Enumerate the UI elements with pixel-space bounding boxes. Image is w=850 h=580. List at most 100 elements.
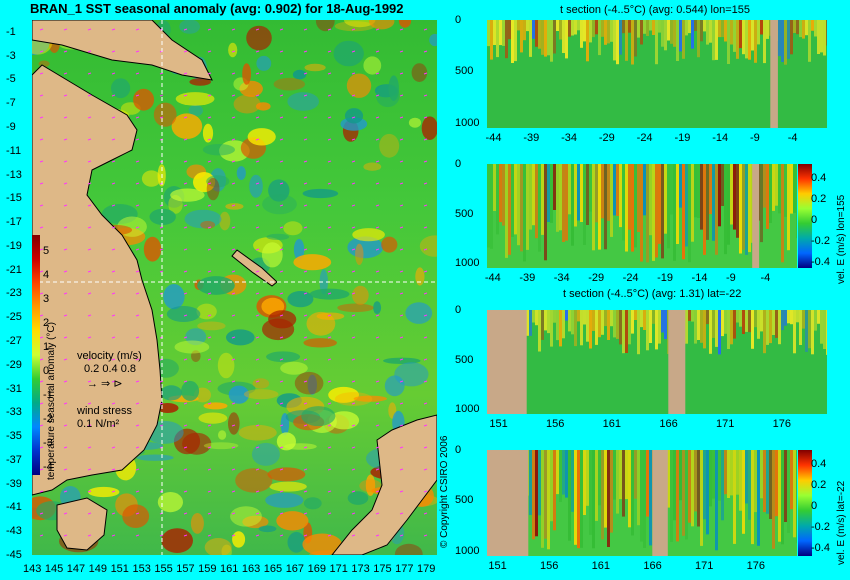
- t-lat-y-tick: 1000: [455, 403, 480, 416]
- colorbar-tick: 3: [43, 293, 50, 305]
- t-lat-y-tick: 0: [455, 304, 462, 316]
- t-lon-x-tick: -4: [787, 132, 798, 144]
- section-land: [487, 450, 529, 556]
- vel-lon-y-tick: 500: [455, 207, 474, 220]
- t-lat-y-tick: 500: [455, 353, 474, 366]
- vel-lon-colorbar: [798, 164, 812, 268]
- colorbar-label: temperature seasonal anomaly (°C): [46, 322, 57, 480]
- vel-lon-y-tick: 1000: [455, 257, 480, 270]
- vel-lon-y-tick: 0: [455, 158, 462, 170]
- map-x-tick: 153: [132, 563, 151, 575]
- map-x-tick: 175: [373, 563, 392, 575]
- vel-section-lat-plot: [487, 450, 799, 556]
- t-section-lat-plot: [487, 310, 829, 414]
- map-y-tick: -11: [6, 144, 22, 157]
- new-zealand: [331, 414, 437, 555]
- colorbar-tick: 0: [43, 365, 50, 377]
- t-lat-x-tick: 166: [659, 418, 678, 430]
- section-land: [770, 20, 778, 128]
- map-y-tick: -3: [6, 49, 16, 62]
- map-x-tick: 163: [241, 563, 261, 575]
- map-x-tick: 167: [285, 563, 305, 575]
- colorbar-tick: -1: [43, 389, 53, 401]
- wind-legend-value: 0.1 N/m²: [77, 418, 120, 430]
- vel-lat-x-tick: 176: [746, 560, 766, 572]
- vel-lon-x-tick: -44: [484, 272, 501, 284]
- map-y-tick: -31: [6, 382, 22, 395]
- map-y-tick: -39: [6, 477, 22, 490]
- vel-lat-y-tick: 500: [455, 494, 474, 507]
- map-x-tick: 151: [110, 563, 129, 575]
- colorbar-tick: 1: [43, 341, 50, 353]
- map-y-tick: -7: [6, 97, 16, 110]
- vel-lon-colorbar-label: vel. E (m/s) lon=155: [836, 194, 847, 284]
- vel-lat-x-tick: 151: [488, 560, 507, 572]
- colorbar-tick: 4: [43, 269, 50, 281]
- velocity-legend-arrows: → ⇒ ⊳: [87, 378, 123, 390]
- t-lat-x-tick: 171: [716, 418, 735, 430]
- t-lon-y-tick: 500: [455, 65, 474, 78]
- vel-section-lon-plot: [487, 164, 799, 268]
- map-x-tick: 173: [351, 563, 370, 575]
- t-lon-x-tick: -29: [598, 132, 615, 144]
- map-y-tick: -35: [6, 430, 22, 443]
- vel-lat-y-tick: 1000: [455, 544, 480, 557]
- t-lat-x-tick: 156: [546, 418, 565, 430]
- vel-lon-x-tick: -4: [760, 272, 771, 284]
- colorbar-tick: 5: [43, 245, 50, 257]
- map-x-tick: 171: [329, 563, 348, 575]
- vel-lon-x-tick: -14: [691, 272, 708, 284]
- vel-lat-colorbar-tick: -0.2: [811, 521, 830, 533]
- colorbar-tick: -2: [43, 413, 53, 425]
- map-y-tick: -33: [6, 406, 22, 419]
- t-section-lon-plot: [487, 20, 829, 128]
- t-lon-x-tick: -9: [750, 132, 760, 144]
- map-colorbar: [32, 235, 40, 475]
- map-y-tick: -21: [6, 263, 22, 276]
- vel-lat-x-tick: 156: [540, 560, 559, 572]
- t-lon-x-tick: -34: [561, 132, 578, 144]
- colorbar-tick: 2: [43, 317, 50, 329]
- map-x-tick: 149: [88, 563, 108, 575]
- map-x-tick: 145: [44, 563, 64, 575]
- map-x-tick: 161: [220, 563, 239, 575]
- map-y-tick: -27: [6, 335, 22, 347]
- map-y-tick: -15: [6, 192, 22, 205]
- vel-lon-x-tick: -9: [726, 272, 736, 284]
- new-caledonia: [231, 249, 278, 287]
- map-y-tick: -17: [6, 216, 22, 229]
- vel-lat-colorbar-tick: -0.4: [811, 542, 830, 554]
- section-land: [487, 310, 527, 414]
- velocity-legend-label: velocity (m/s): [77, 350, 142, 362]
- figure-title: BRAN_1 SST seasonal anomaly (avg: 0.902)…: [30, 1, 404, 16]
- map-x-tick: 143: [23, 563, 42, 575]
- vel-lon-x-tick: -19: [657, 272, 674, 284]
- sst-anomaly-map: 5 4 3 2 1 0 -1 -2 -3 -4 temperature seasonal anom…: [32, 20, 437, 555]
- t-lat-x-tick: 161: [602, 418, 622, 430]
- vel-lat-y-tick: 0: [455, 444, 462, 456]
- t-lon-x-tick: -14: [712, 132, 729, 144]
- vel-lat-colorbar-tick: 0.2: [811, 479, 827, 491]
- vel-lon-colorbar-tick: -0.4: [811, 256, 830, 268]
- t-section-lat-title: t section (-4..5°C) (avg: 1.31) lat=-22: [563, 288, 742, 300]
- section-land: [668, 310, 686, 414]
- tasmania: [56, 497, 108, 551]
- vel-lat-colorbar-tick: 0: [811, 500, 818, 512]
- section-land: [652, 450, 668, 556]
- map-y-tick: -23: [6, 287, 22, 300]
- map-x-tick: 155: [154, 563, 173, 575]
- colorbar-tick: -3: [43, 437, 53, 449]
- map-y-tick: -19: [6, 239, 22, 252]
- vel-lon-colorbar-tick: 0.4: [811, 172, 827, 184]
- vel-lat-colorbar-tick: 0.4: [811, 458, 827, 470]
- wind-legend-label: wind stress: [77, 405, 133, 417]
- map-y-tick: -25: [6, 311, 22, 324]
- vel-lon-x-tick: -29: [588, 272, 605, 284]
- vel-lon-colorbar-tick: 0: [811, 214, 818, 226]
- t-lon-y-tick: 1000: [455, 116, 480, 129]
- map-x-tick: 147: [66, 563, 86, 575]
- map-x-tick: 165: [263, 563, 283, 575]
- map-y-tick: -45: [6, 549, 22, 561]
- australia-landmass: [32, 64, 163, 496]
- t-lon-y-tick: 0: [455, 14, 462, 26]
